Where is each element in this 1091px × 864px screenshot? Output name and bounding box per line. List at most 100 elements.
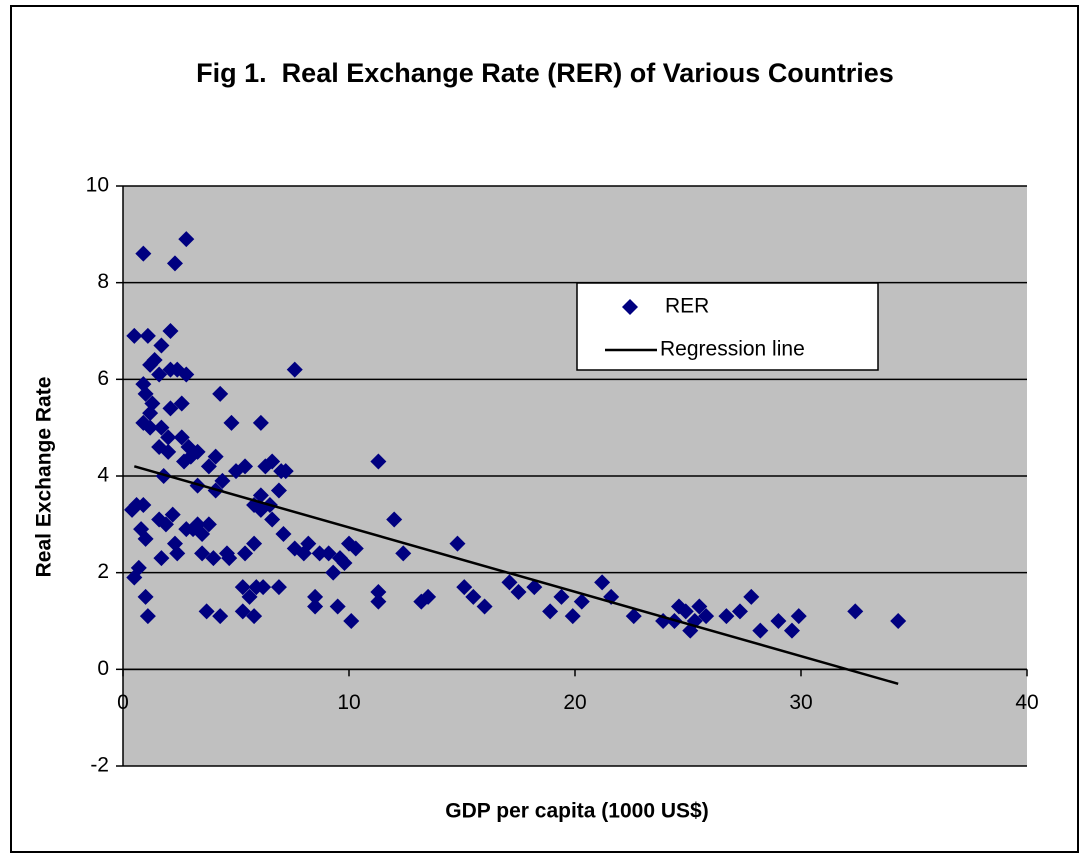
scatter-point — [275, 526, 292, 542]
scatter-point — [200, 458, 217, 475]
scatter-point — [770, 613, 787, 629]
scatter-point — [252, 501, 269, 518]
x-axis-label: GDP per capita (1000 US$) — [445, 800, 708, 823]
scatter-point — [300, 535, 317, 552]
scatter-point — [155, 468, 172, 484]
scatter-point — [564, 608, 581, 625]
scatter-point — [241, 588, 258, 605]
scatter-point — [237, 545, 254, 562]
scatter-point — [160, 429, 177, 446]
legend-label: Regression line — [660, 338, 805, 361]
scatter-point — [223, 414, 240, 431]
scatter-point — [139, 327, 156, 344]
legend-label: RER — [665, 295, 709, 318]
scatter-point — [137, 530, 154, 547]
scatter-point — [228, 463, 244, 480]
scatter-point — [476, 598, 493, 615]
scatter-point — [153, 550, 170, 567]
scatter-point — [395, 545, 412, 562]
scatter-point — [137, 385, 154, 402]
scatter-point — [246, 608, 263, 625]
scatter-point — [270, 482, 287, 499]
y-tick-label: 0 — [97, 657, 109, 680]
chart-title: Fig 1. Real Exchange Rate (RER) of Vario… — [196, 58, 894, 88]
scatter-point — [307, 588, 324, 605]
scatter-point — [142, 419, 159, 436]
scatter-point — [370, 453, 387, 470]
scatter-point — [370, 584, 387, 600]
scatter-point — [847, 603, 864, 620]
scatter-point — [162, 400, 179, 417]
scatter-point — [677, 603, 694, 620]
y-axis-label: Real Exchange Rate — [33, 377, 56, 578]
x-tick-label: 20 — [563, 691, 586, 714]
y-tick-label: 8 — [97, 270, 109, 293]
scatter-point — [347, 540, 364, 557]
scatter-point — [501, 574, 518, 591]
scatter-point — [173, 429, 190, 446]
scatter-point — [456, 579, 473, 596]
scatter-point — [594, 574, 611, 591]
scatter-point — [270, 579, 287, 596]
scatter-point — [198, 603, 215, 620]
scatter-point — [246, 535, 263, 552]
y-tick-label: 2 — [97, 560, 109, 583]
scatter-point — [207, 448, 224, 465]
scatter-point — [252, 414, 269, 431]
scatter-point — [890, 613, 907, 629]
y-tick-label: 10 — [86, 174, 109, 197]
scatter-point — [139, 608, 156, 625]
scatter-point — [731, 603, 748, 620]
scatter-point — [212, 608, 229, 625]
scatter-point — [691, 598, 708, 615]
x-tick-label: 10 — [337, 691, 360, 714]
legend-marker — [622, 299, 638, 315]
scatter-point — [264, 453, 281, 470]
legend-box — [576, 282, 879, 371]
scatter-point — [173, 395, 190, 412]
scatter-point — [169, 545, 186, 562]
scatter-point — [325, 564, 342, 581]
scatter-point — [189, 443, 206, 460]
scatter-point — [255, 579, 272, 596]
scatter-point — [176, 453, 193, 470]
scatter-point — [214, 472, 231, 489]
chart-frame — [10, 5, 1079, 853]
regression-line — [133, 465, 899, 686]
scatter-point — [420, 588, 437, 605]
scatter-point — [573, 593, 590, 610]
scatter-point — [153, 337, 170, 354]
scatter-point — [449, 535, 466, 552]
scatter-point — [465, 588, 482, 605]
scatter-point — [234, 579, 251, 596]
x-tick-label: 40 — [1015, 691, 1038, 714]
scatter-point — [718, 608, 735, 625]
scatter-point — [698, 608, 715, 625]
scatter-point — [160, 443, 177, 460]
scatter-point — [126, 327, 143, 344]
scatter-point — [277, 463, 294, 480]
scatter-point — [166, 255, 183, 272]
y-tick-label: -2 — [90, 754, 109, 777]
scatter-point — [135, 245, 152, 262]
scatter-point — [200, 516, 217, 533]
scatter-point — [142, 405, 159, 422]
scatter-point — [386, 511, 403, 528]
scatter-point — [510, 584, 527, 600]
scatter-point — [307, 598, 324, 615]
scatter-point — [221, 550, 238, 567]
scatter-point — [329, 598, 346, 615]
y-tick-label: 4 — [97, 464, 109, 487]
scatter-point — [135, 497, 152, 513]
scatter-point — [189, 477, 206, 494]
scatter-point — [264, 511, 281, 528]
scatter-point — [178, 231, 195, 248]
scatter-point — [151, 366, 168, 383]
scatter-point — [146, 352, 163, 368]
scatter-point — [194, 526, 211, 542]
scatter-point — [234, 603, 251, 620]
scatter-point — [311, 545, 328, 562]
scatter-point — [252, 487, 269, 504]
